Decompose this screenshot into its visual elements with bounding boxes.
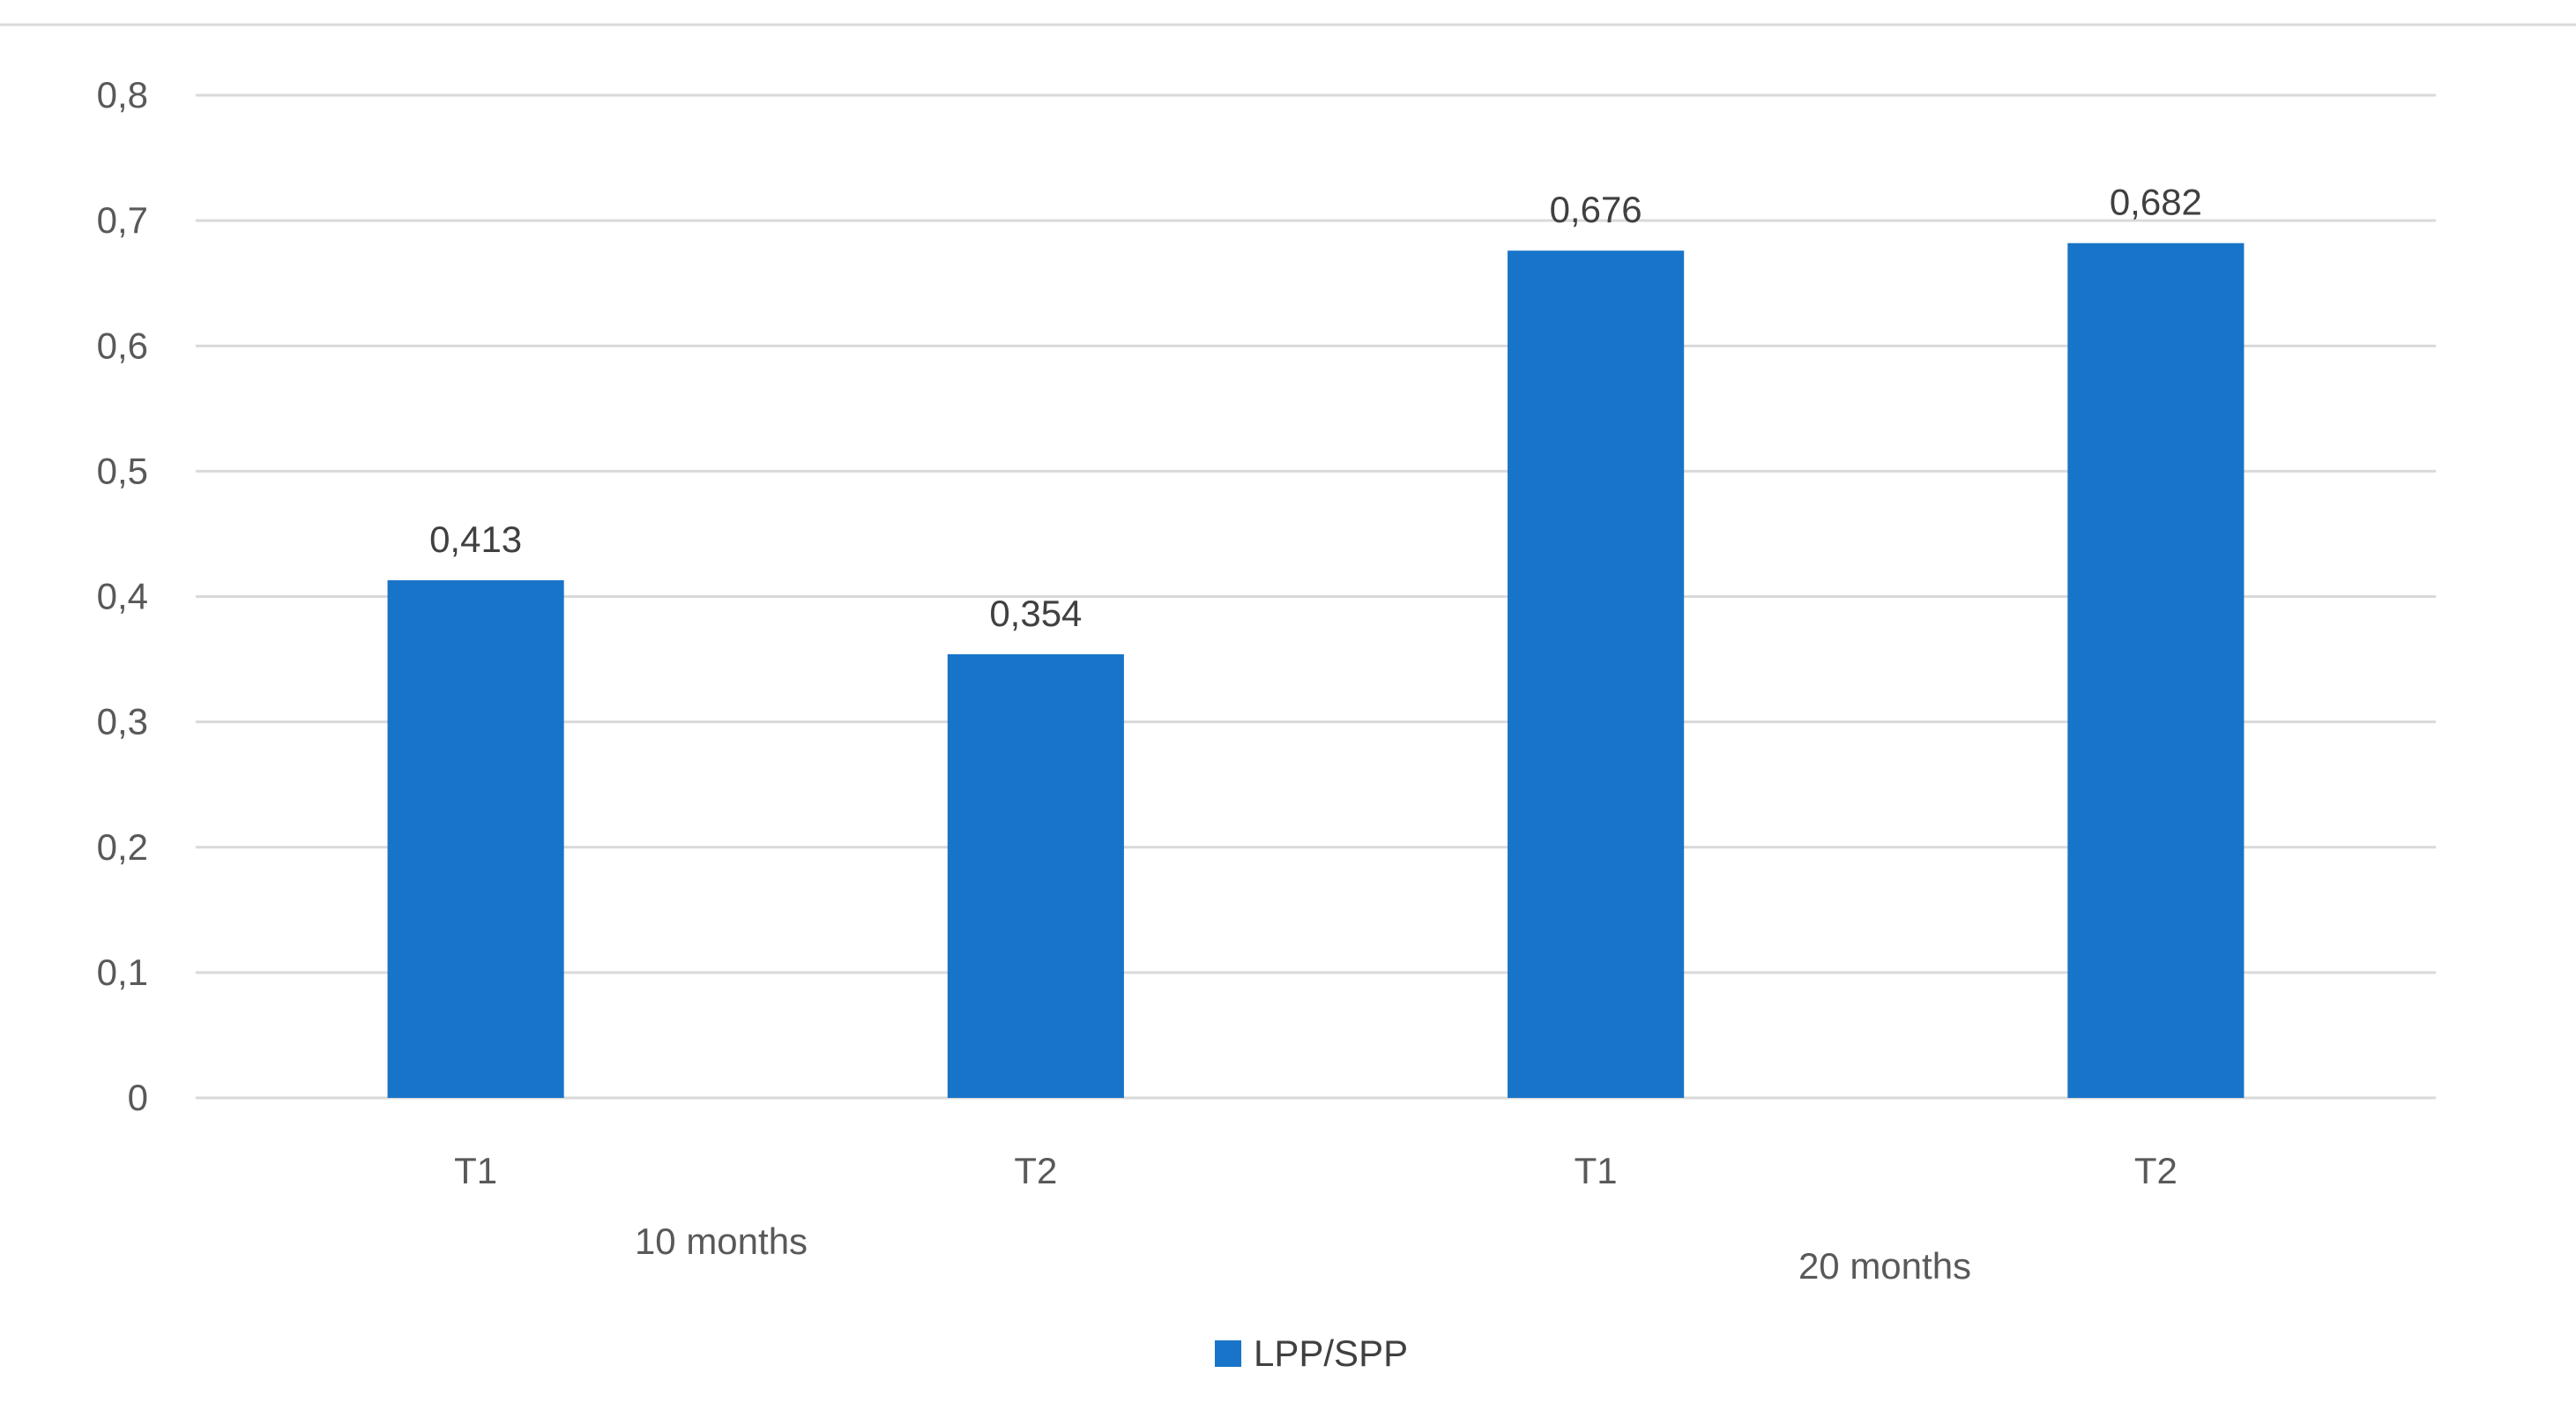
legend-swatch bbox=[1215, 1340, 1241, 1367]
data-label: 0,682 bbox=[2110, 182, 2202, 223]
legend-label: LPP/SPP bbox=[1254, 1332, 1408, 1374]
x-tick-label: T1 bbox=[1575, 1150, 1618, 1191]
bar bbox=[387, 580, 564, 1098]
y-tick-label: 0,3 bbox=[97, 701, 148, 743]
x-axis-tick-labels: T1 T2 T1 T2 bbox=[454, 1150, 2178, 1191]
x-group-label: 10 months bbox=[635, 1220, 808, 1262]
x-tick-label: T2 bbox=[1014, 1150, 1057, 1191]
y-tick-label: 0,4 bbox=[97, 576, 148, 617]
x-tick-label: T2 bbox=[2134, 1150, 2178, 1191]
y-tick-label: 0,8 bbox=[97, 74, 148, 116]
y-tick-label: 0,6 bbox=[97, 325, 148, 366]
bars bbox=[387, 243, 2245, 1098]
gridlines bbox=[196, 93, 2436, 1100]
bar bbox=[1508, 250, 1685, 1098]
legend: LPP/SPP bbox=[1215, 1332, 1408, 1374]
data-label: 0,676 bbox=[1550, 189, 1642, 230]
y-tick-label: 0,7 bbox=[97, 199, 148, 241]
x-axis-group-labels: 10 months 20 months bbox=[635, 1220, 1971, 1287]
x-group-label: 20 months bbox=[1798, 1245, 1971, 1287]
data-labels: 0,413 0,354 0,676 0,682 bbox=[429, 182, 2202, 634]
y-tick-label: 0,2 bbox=[97, 826, 148, 868]
data-label: 0,354 bbox=[989, 593, 1082, 634]
y-tick-label: 0 bbox=[128, 1077, 148, 1118]
y-tick-label: 0,5 bbox=[97, 450, 148, 491]
x-tick-label: T1 bbox=[454, 1150, 497, 1191]
bar bbox=[2067, 243, 2245, 1098]
data-label: 0,413 bbox=[429, 519, 522, 560]
y-axis-tick-labels: 0 0,1 0,2 0,3 0,4 0,5 0,6 0,7 0,8 bbox=[97, 74, 148, 1118]
y-tick-label: 0,1 bbox=[97, 952, 148, 993]
bar bbox=[947, 653, 1124, 1098]
